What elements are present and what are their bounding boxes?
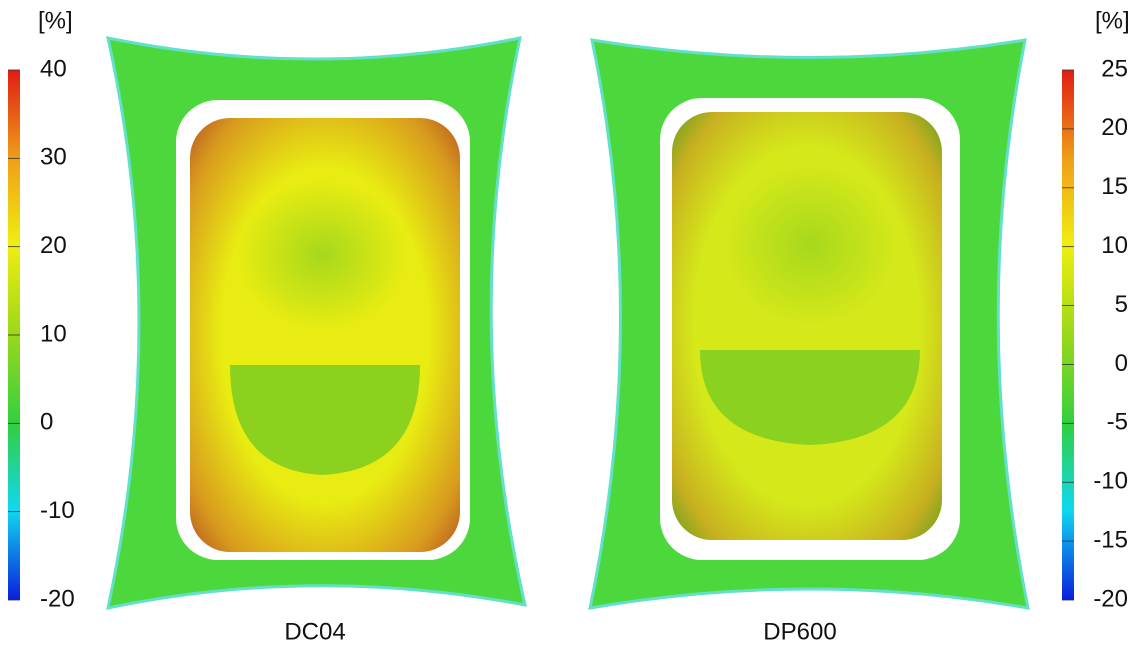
colorbar-tick-label: -20 xyxy=(1093,585,1128,612)
panel-label: DC04 xyxy=(284,618,345,645)
colorbar xyxy=(1062,70,1074,600)
colorbar-tick-label: 10 xyxy=(40,320,67,347)
colorbar-tick-label: 30 xyxy=(40,144,67,171)
colorbar-unit: [%] xyxy=(1095,7,1130,34)
colorbar-tick-label: 20 xyxy=(40,232,67,259)
colorbar-tick-label: -10 xyxy=(1093,468,1128,495)
colorbar-tick-label: 10 xyxy=(1101,232,1128,259)
colorbar-tick-label: -10 xyxy=(40,497,75,524)
colorbar-tick-label: 40 xyxy=(40,55,67,82)
colorbar-tick-label: 15 xyxy=(1101,173,1128,200)
colorbar-tick-label: 5 xyxy=(1115,291,1128,318)
colorbar-tick-label: -15 xyxy=(1093,526,1128,553)
workpiece-dc04 xyxy=(106,36,527,610)
workpiece-dp600 xyxy=(588,38,1030,610)
colorbar-unit: [%] xyxy=(38,7,73,34)
colorbar-tick-label: 20 xyxy=(1101,114,1128,141)
panel-label: DP600 xyxy=(763,618,836,645)
colorbar-tick-label: -5 xyxy=(1107,409,1128,436)
colorbar-tick-label: 25 xyxy=(1101,55,1128,82)
colorbar-tick-label: -20 xyxy=(40,585,75,612)
colorbar-tick-label: 0 xyxy=(1115,350,1128,377)
colorbar-tick-label: 0 xyxy=(40,409,53,436)
labels-and-colorbars: DC04 [%] -20 -10 0 10 20 30 40 DP600 [%] -20 -15 -10 -… xyxy=(8,7,1130,645)
